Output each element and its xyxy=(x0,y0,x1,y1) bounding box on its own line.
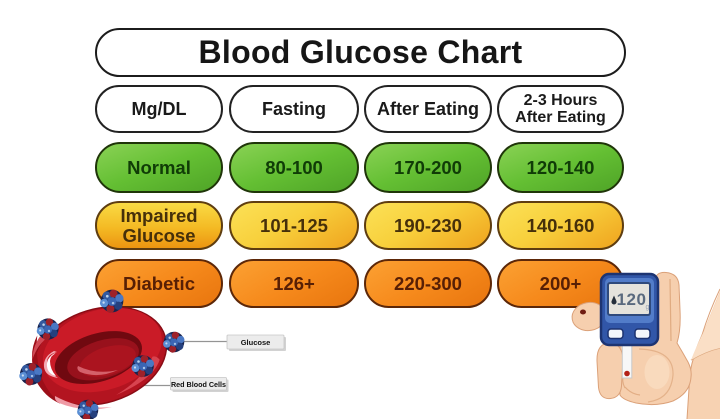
svg-text:g: g xyxy=(646,304,650,311)
svg-text:Red Blood Cells: Red Blood Cells xyxy=(171,380,226,389)
svg-text:120: 120 xyxy=(617,290,647,309)
svg-text:Glucose: Glucose xyxy=(241,338,271,347)
